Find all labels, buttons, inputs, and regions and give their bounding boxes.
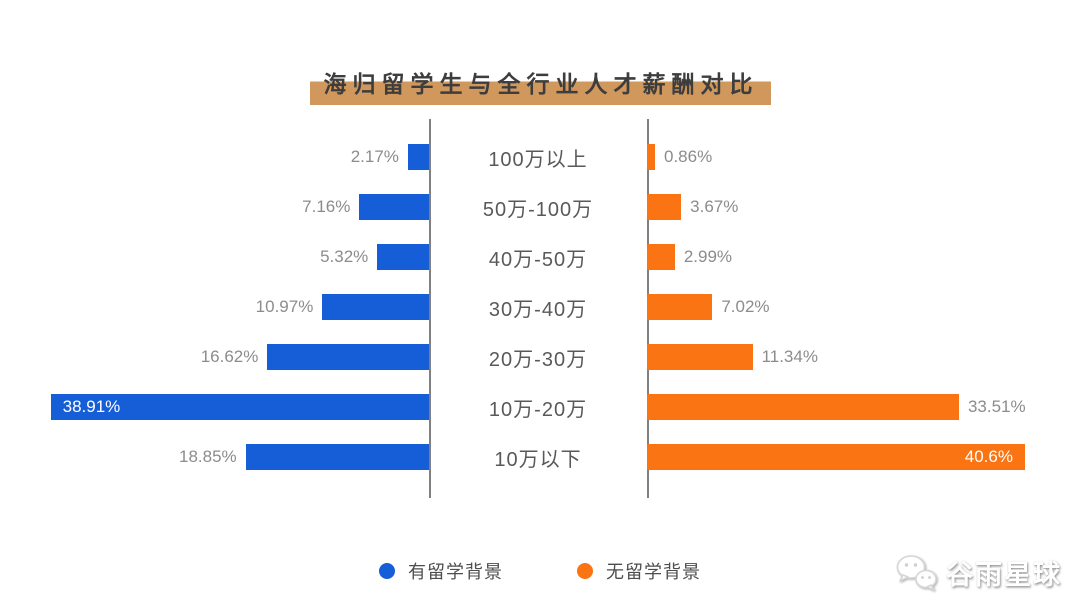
right-bar-cell: 11.34% bbox=[647, 332, 1038, 382]
left-bar-cell: 38.91% bbox=[40, 382, 429, 432]
legend-item: 无留学背景 bbox=[577, 558, 701, 584]
category-label: 30万-40万 bbox=[488, 298, 588, 321]
left-bar-cell: 16.62% bbox=[40, 332, 429, 382]
left-bar: 38.91% bbox=[50, 394, 429, 420]
legend-label: 有留学背景 bbox=[408, 562, 503, 582]
category-label: 40万-50万 bbox=[488, 248, 588, 271]
category-label: 10万-20万 bbox=[488, 398, 588, 421]
right-bar bbox=[647, 144, 655, 170]
right-bar-cell: 3.67% bbox=[647, 182, 1038, 232]
right-value-label: 40.6% bbox=[964, 447, 1013, 466]
right-value-label: 0.86% bbox=[664, 147, 713, 166]
left-value-label: 7.16% bbox=[302, 197, 351, 216]
left-bar bbox=[407, 144, 429, 170]
left-value-label: 5.32% bbox=[320, 247, 369, 266]
left-axis-line bbox=[429, 119, 431, 498]
left-bar bbox=[322, 294, 429, 320]
right-bar-cell: 40.6% bbox=[647, 432, 1038, 482]
legend: 有留学背景 无留学背景 bbox=[0, 558, 1080, 584]
category-label: 50万-100万 bbox=[482, 198, 594, 221]
category-label: 10万以下 bbox=[494, 448, 582, 471]
chart-row: 10.97% 30万-40万 7.02% bbox=[40, 282, 1038, 332]
right-value-label: 11.34% bbox=[761, 347, 818, 366]
left-bar-cell: 7.16% bbox=[40, 182, 429, 232]
left-bar-cell: 5.32% bbox=[40, 232, 429, 282]
chart-rows: 2.17% 100万以上 0.86% 7.16% 50万-100万 3.67% 5.32% 4… bbox=[40, 119, 1038, 498]
right-bar-cell: 33.51% bbox=[647, 382, 1038, 432]
right-bar-cell: 0.86% bbox=[647, 132, 1038, 182]
watermark-text: 谷雨星球 bbox=[946, 560, 1062, 590]
right-bar bbox=[647, 194, 682, 220]
chart-row: 5.32% 40万-50万 2.99% bbox=[40, 232, 1038, 282]
chart-title-wrap: 海归留学生与全行业人才薪酬对比 bbox=[0, 63, 1080, 105]
right-bar-cell: 7.02% bbox=[647, 282, 1038, 332]
left-bar bbox=[359, 194, 429, 220]
right-bar: 40.6% bbox=[647, 444, 1025, 470]
left-bar-cell: 18.85% bbox=[40, 432, 429, 482]
chart-row: 38.91% 10万-20万 33.51% bbox=[40, 382, 1038, 432]
left-bar bbox=[377, 244, 429, 270]
category-label: 100万以上 bbox=[488, 148, 588, 171]
chart-row: 18.85% 10万以下 40.6% bbox=[40, 432, 1038, 482]
left-value-label: 16.62% bbox=[200, 347, 259, 366]
category-label: 20万-30万 bbox=[488, 348, 588, 371]
right-value-label: 33.51% bbox=[967, 397, 1026, 416]
right-bar bbox=[647, 294, 713, 320]
left-bar-cell: 10.97% bbox=[40, 282, 429, 332]
right-bar bbox=[647, 394, 959, 420]
right-bar bbox=[647, 344, 753, 370]
chart-row: 2.17% 100万以上 0.86% bbox=[40, 132, 1038, 182]
chart-row: 7.16% 50万-100万 3.67% bbox=[40, 182, 1038, 232]
left-value-label: 18.85% bbox=[179, 447, 237, 466]
right-value-label: 7.02% bbox=[721, 297, 770, 316]
right-value-label: 2.99% bbox=[683, 247, 733, 266]
legend-dot-icon bbox=[379, 563, 395, 579]
left-bar bbox=[267, 344, 429, 370]
left-value-label: 10.97% bbox=[255, 297, 314, 316]
legend-dot-icon bbox=[577, 563, 593, 579]
legend-item: 有留学背景 bbox=[379, 558, 503, 584]
wechat-icon bbox=[896, 554, 937, 591]
right-value-label: 3.67% bbox=[690, 197, 739, 216]
diverging-bar-chart: 2.17% 100万以上 0.86% 7.16% 50万-100万 3.67% 5.32% 4… bbox=[40, 119, 1038, 498]
watermark: 谷雨星球 bbox=[895, 553, 1062, 592]
legend-label: 无留学背景 bbox=[606, 562, 701, 582]
left-bar-cell: 2.17% bbox=[40, 132, 429, 182]
left-value-label: 2.17% bbox=[350, 147, 399, 166]
right-bar bbox=[647, 244, 675, 270]
left-value-label: 38.91% bbox=[62, 397, 121, 416]
right-bar-cell: 2.99% bbox=[647, 232, 1038, 282]
left-bar bbox=[245, 444, 429, 470]
chart-title: 海归留学生与全行业人才薪酬对比 bbox=[309, 63, 771, 105]
chart-row: 16.62% 20万-30万 11.34% bbox=[40, 332, 1038, 382]
